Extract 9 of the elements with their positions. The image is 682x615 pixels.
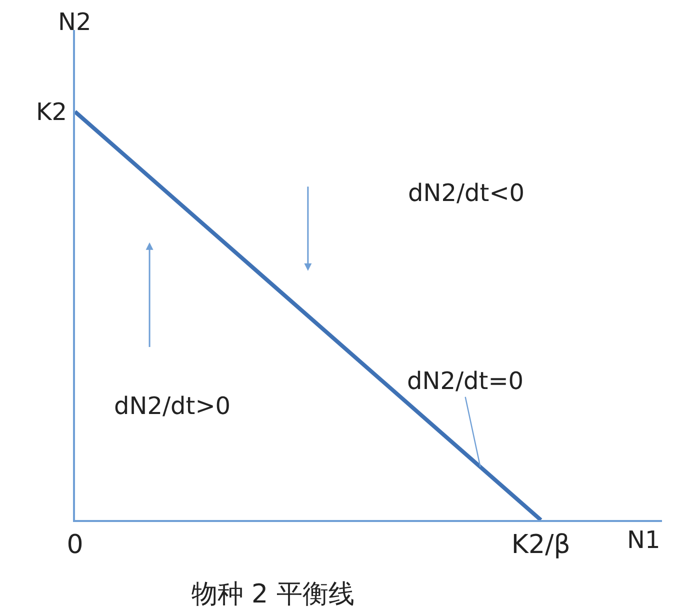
x-tick-label: K2/β: [511, 530, 570, 560]
text: K2: [36, 98, 68, 126]
x-tick-label: 0: [66, 530, 84, 560]
y-axis-title: N2: [58, 8, 92, 36]
text: 物种 2 平衡线: [191, 580, 354, 610]
annotation: dN2/dt=0: [407, 367, 524, 395]
annotation: dN2/dt<0: [408, 179, 525, 207]
annotation: dN2/dt>0: [114, 392, 231, 420]
x-axis-title: N1: [627, 526, 660, 554]
